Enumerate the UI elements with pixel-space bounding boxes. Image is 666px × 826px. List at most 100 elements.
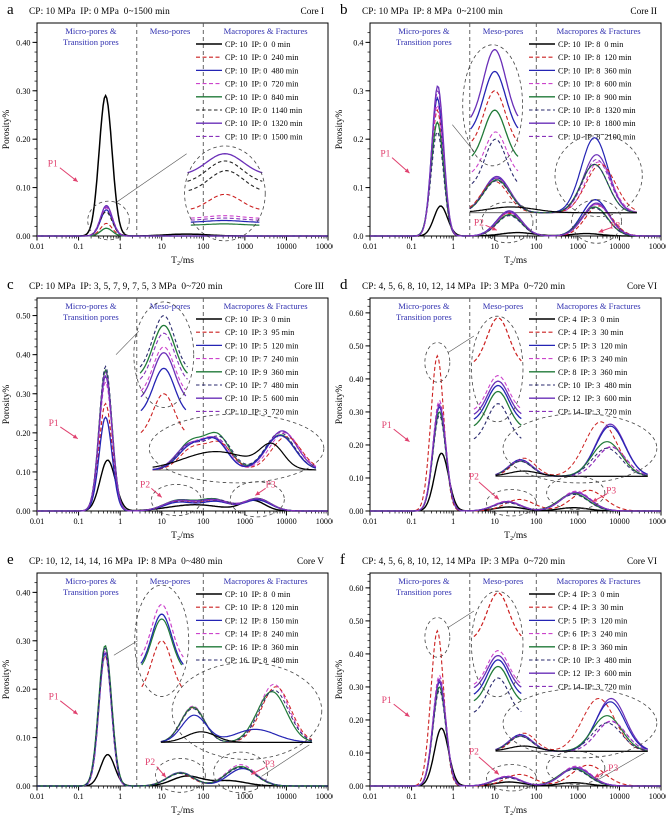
series-curve xyxy=(37,204,328,237)
legend-label: CP: 10 IP: 0 1500 min xyxy=(225,132,303,141)
peak-arrowhead xyxy=(161,772,166,778)
magnifier-ellipse xyxy=(150,484,202,517)
micro-pores-label: Micro-pores & xyxy=(65,26,117,36)
panel-letter: c xyxy=(7,277,14,293)
legend-label: CP: 10 IP: 5 120 min xyxy=(225,341,298,350)
inset-curve xyxy=(469,161,638,214)
legend-label: CP: 6 IP: 3 240 min xyxy=(558,355,627,364)
macropores-label: Macropores & Fractures xyxy=(557,576,642,586)
x-tick-label: 1 xyxy=(451,242,455,251)
inset-curve xyxy=(140,603,184,658)
series-curve xyxy=(370,354,661,512)
legend-entry: CP: 10 IP: 8 900 min xyxy=(529,93,631,102)
x-tick-label: 100 xyxy=(530,242,542,251)
legend-label: CP: 10 IP: 0 840 min xyxy=(225,93,298,102)
legend-label: CP: 10 IP: 0 1320 min xyxy=(225,119,303,128)
legend-label: CP: 10 IP: 8 600 min xyxy=(558,80,631,89)
legend-entry: CP: 10 IP: 5 600 min xyxy=(196,394,298,403)
peak-label: P3 xyxy=(608,764,618,774)
x-tick-label: 0.01 xyxy=(30,242,44,251)
inset-curve xyxy=(469,163,637,214)
y-tick-label: 0.40 xyxy=(16,351,30,360)
peak-label: P3 xyxy=(610,221,620,231)
core-label: Core I xyxy=(300,7,325,17)
magnifier-ellipse xyxy=(171,662,323,760)
legend-entry: CP: 10 IP: 8 360 min xyxy=(529,66,631,75)
inset-curve xyxy=(473,659,522,695)
y-axis-title: Porosity% xyxy=(335,385,345,425)
x-axis: 0.01 0.1 1 10 100 1000 10000 100000 T₂/ms xyxy=(363,236,666,266)
inset-curve xyxy=(473,677,522,713)
x-tick-label: 10 xyxy=(491,242,499,251)
y-tick-label: 0.00 xyxy=(349,782,363,791)
x-tick-label: 10 xyxy=(491,792,499,801)
magnifier-ellipse xyxy=(502,688,658,759)
x-tick-label: 10000 xyxy=(276,242,296,251)
magnified-inset-curves xyxy=(139,315,317,471)
x-tick-label: 100 xyxy=(530,517,542,526)
magnifier-ellipse xyxy=(571,199,622,244)
peak-label: P2 xyxy=(469,747,479,757)
meso-pores-label: Meso-pores xyxy=(483,301,524,311)
peak-arrowhead xyxy=(255,491,261,496)
peak-arrowhead xyxy=(72,709,78,715)
panel-conditions: CP: 10 MPa IP: 3, 5, 7, 9, 7, 5, 3 MPa 0… xyxy=(29,282,223,292)
peak-annotation: P3 xyxy=(598,221,621,233)
peak-arrowhead xyxy=(594,773,600,778)
magnifier-ellipse xyxy=(471,590,524,698)
legend-label: CP: 4 IP: 3 30 min xyxy=(558,328,623,337)
magnifier-ellipse xyxy=(134,584,190,697)
y-axis-title: Porosity% xyxy=(2,385,12,425)
legend-entry: CP: 10 IP: 7 240 min xyxy=(196,355,298,364)
x-tick-label: 1 xyxy=(451,792,455,801)
inset-curve xyxy=(160,731,312,743)
legend-entry: CP: 10 IP: 3 0 min xyxy=(196,315,290,324)
legend-entry: CP: 8 IP: 3 360 min xyxy=(529,643,627,652)
magnifier-ellipse xyxy=(184,145,266,242)
legend-entry: CP: 16 IP: 8 360 min xyxy=(196,643,298,652)
y-tick-label: 0.20 xyxy=(349,441,363,450)
legend: CP: 4 IP: 3 0 min CP: 4 IP: 3 30 min CP: 5… xyxy=(529,315,631,416)
x-tick-label: 0.1 xyxy=(73,242,83,251)
peak-arrowhead xyxy=(72,177,78,182)
legend-label: CP: 10 IP: 3 720 min xyxy=(225,407,298,416)
peak-annotation: P1 xyxy=(382,696,410,718)
legend-entry: CP: 10 IP: 0 0 min xyxy=(196,40,290,49)
inset-curve xyxy=(495,715,648,752)
inset-curve xyxy=(140,367,187,412)
legend-entry: CP: 10 IP: 3 95 min xyxy=(196,328,294,337)
core-label: Core II xyxy=(630,7,657,17)
legend-entry: CP: 10 IP: 0 240 min xyxy=(196,53,298,62)
peak-annotation: P2 xyxy=(469,472,500,500)
x-tick-label: 10000 xyxy=(609,792,629,801)
peak-arrowhead xyxy=(491,226,497,231)
x-axis-title: T₂/ms xyxy=(171,806,194,816)
x-tick-label: 1000 xyxy=(570,517,586,526)
inset-curve xyxy=(160,690,312,743)
series-curve xyxy=(37,459,328,512)
macropores-label: Macropores & Fractures xyxy=(224,301,309,311)
legend-entry: CP: 10 IP: 0 1500 min xyxy=(196,132,303,141)
y-axis-title: Porosity% xyxy=(2,110,12,150)
panel-header: d CP: 4, 5, 6, 8, 10, 12, 14 MPa IP: 3 M… xyxy=(333,275,666,295)
series-curve xyxy=(37,207,328,237)
peak-annotation: P2 xyxy=(474,218,497,231)
peak-label: P3 xyxy=(265,760,275,770)
inset-curve xyxy=(495,421,648,476)
legend-entry: CP: 10 IP: 8 0 min xyxy=(196,590,290,599)
magnified-inset-curves xyxy=(473,317,648,477)
y-tick-label: 0.30 xyxy=(16,390,30,399)
pore-region-labels: Micro-pores &Transition pores Meso-pores M… xyxy=(63,26,308,47)
x-tick-label: 100000 xyxy=(649,242,666,251)
magnifier-ellipse xyxy=(546,475,606,510)
legend-label: CP: 4 IP: 3 30 min xyxy=(558,603,623,612)
legend-entry: CP: 4 IP: 3 30 min xyxy=(529,328,623,337)
y-tick-label: 0.20 xyxy=(16,685,30,694)
legend: CP: 10 IP: 0 0 min CP: 10 IP: 0 240 min CP… xyxy=(196,40,303,141)
peak-label: P1 xyxy=(49,419,59,429)
peak-annotation: P3 xyxy=(254,480,276,496)
magnifier-connector-line xyxy=(113,640,138,656)
panel-letter: f xyxy=(340,552,345,568)
x-tick-label: 100 xyxy=(197,792,209,801)
x-axis-title: T₂/ms xyxy=(504,806,527,816)
